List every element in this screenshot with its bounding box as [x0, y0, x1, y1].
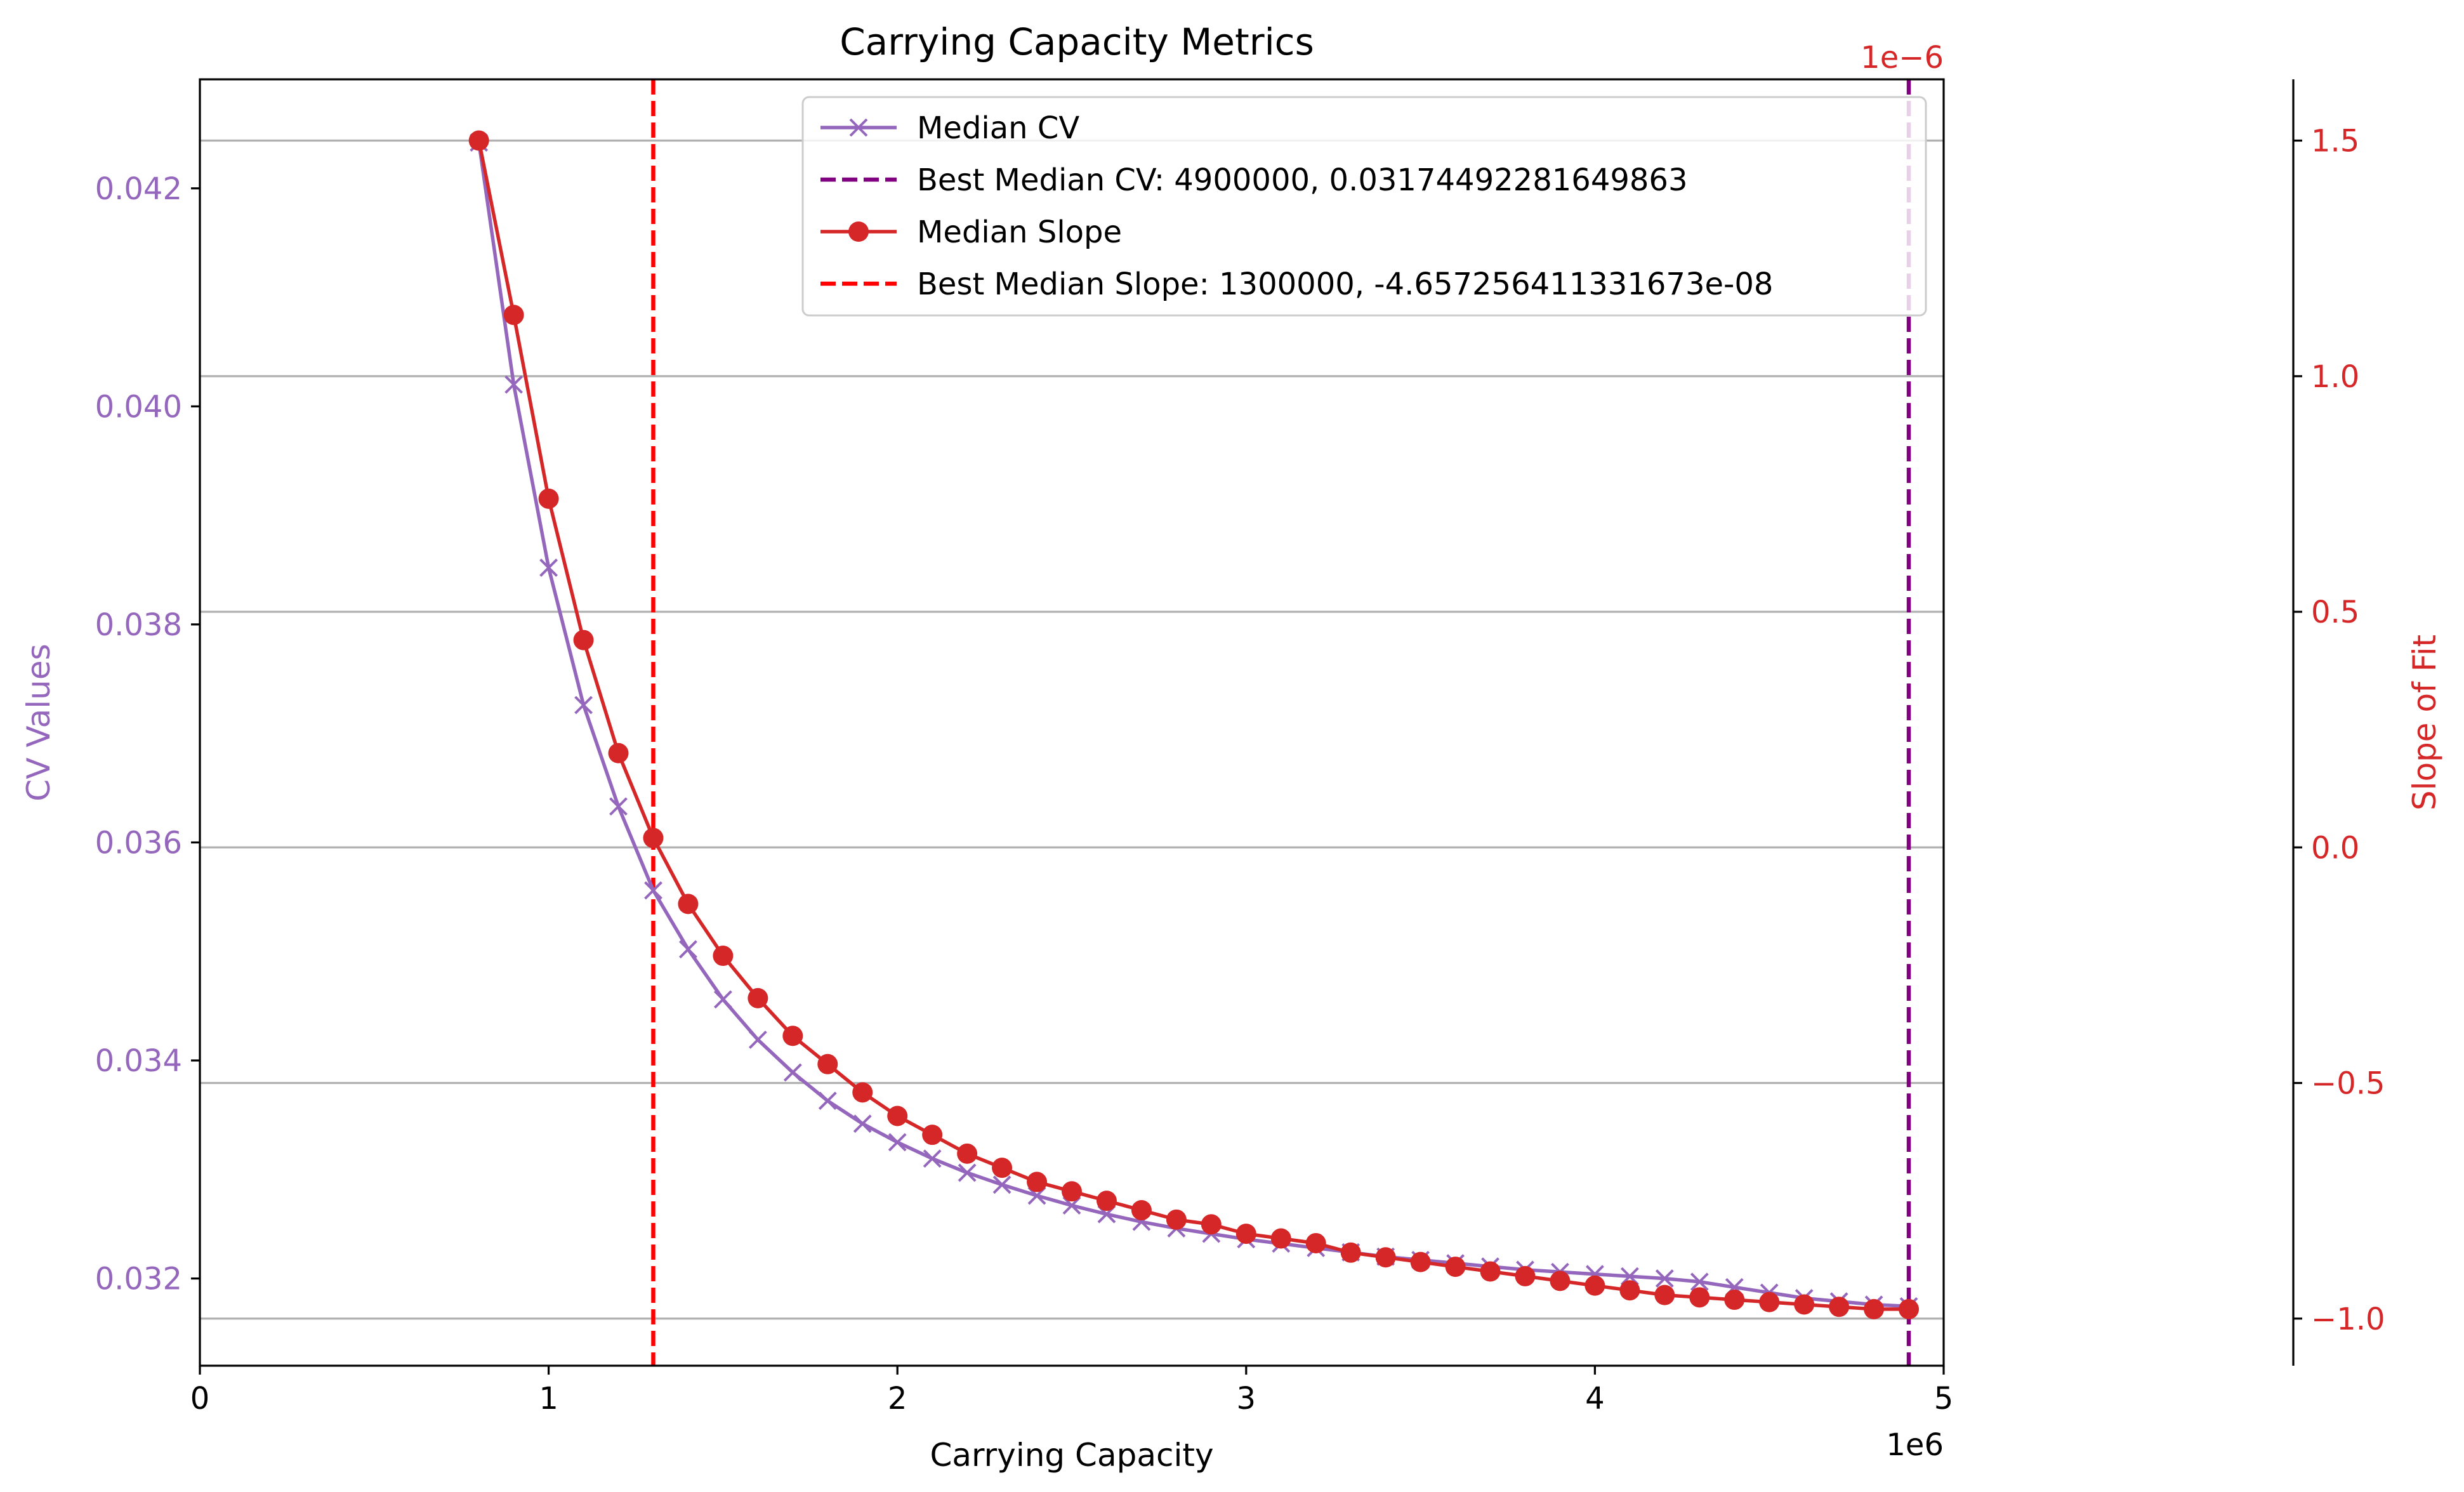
data-point — [1690, 1272, 1709, 1291]
legend-label: Best Median CV: 4900000, 0.0317449228164… — [917, 162, 1688, 198]
left-y-tick-label: 0.036 — [95, 825, 182, 861]
data-point — [1515, 1265, 1536, 1286]
data-point — [644, 881, 662, 900]
data-point — [1619, 1280, 1640, 1301]
data-point — [992, 1175, 1011, 1194]
data-point — [957, 1143, 978, 1164]
data-point — [782, 1026, 803, 1046]
data-point — [1864, 1298, 1885, 1319]
data-point — [853, 1114, 872, 1133]
legend-box — [801, 96, 1927, 317]
data-point — [1480, 1261, 1501, 1282]
left-y-tick-label: 0.040 — [95, 389, 182, 425]
data-point — [573, 630, 594, 650]
axes-layer: 0 1 2 3 4 5 Carrying Capacity 1e6 0.032 0.034 0.03… — [20, 40, 2443, 1474]
data-point — [852, 1082, 873, 1103]
left-y-tick-label: 0.032 — [95, 1262, 182, 1297]
data-point — [504, 375, 524, 394]
x-tick-label: 5 — [1934, 1381, 1954, 1416]
chart-title: Carrying Capacity Metrics — [840, 20, 1314, 63]
vline-layer — [651, 79, 1911, 1366]
data-point — [1375, 1247, 1396, 1268]
data-point — [1445, 1257, 1466, 1277]
data-point — [923, 1149, 942, 1168]
right-y-tick-label: 1.5 — [2311, 124, 2359, 159]
data-point — [1655, 1269, 1674, 1288]
data-point — [713, 946, 734, 967]
data-point — [503, 305, 524, 326]
legend-label: Best Median Slope: 1300000, -4.657256411… — [917, 267, 1773, 302]
series-layer — [468, 130, 1920, 1319]
data-point — [678, 894, 699, 914]
right-y-tick-label: −1.0 — [2311, 1302, 2385, 1337]
right-y-tick-label: 0.0 — [2311, 830, 2359, 866]
x-tick-label: 1 — [539, 1381, 558, 1416]
left-y-tick-label: 0.034 — [95, 1043, 182, 1079]
data-point — [1062, 1196, 1081, 1215]
left-y-tick-label: 0.038 — [95, 607, 182, 643]
data-point — [887, 1106, 908, 1126]
data-point — [1689, 1287, 1710, 1308]
data-point — [1270, 1228, 1291, 1249]
data-point — [888, 1133, 907, 1152]
data-point — [1410, 1251, 1431, 1272]
data-point — [713, 990, 732, 1009]
legend-label: Median Slope — [917, 215, 1122, 250]
data-point — [1584, 1275, 1605, 1296]
data-point — [992, 1158, 1013, 1178]
x-axis-label: Carrying Capacity — [930, 1437, 1213, 1474]
data-point — [538, 488, 559, 509]
data-point — [468, 130, 489, 151]
data-point — [748, 987, 768, 1008]
legend-label: Median CV — [917, 110, 1079, 146]
data-point — [1654, 1284, 1675, 1305]
data-point — [1340, 1242, 1361, 1263]
data-point — [748, 1030, 767, 1049]
x-tick-label: 4 — [1585, 1381, 1605, 1416]
data-point — [609, 797, 628, 816]
data-point — [958, 1163, 977, 1182]
right-y-tick-label: 1.0 — [2311, 359, 2359, 395]
data-point — [922, 1125, 943, 1145]
data-point — [1027, 1172, 1048, 1192]
plot-frame — [199, 78, 1945, 1367]
legend-marker — [849, 118, 868, 137]
data-point — [1166, 1209, 1187, 1230]
data-point — [1829, 1297, 1850, 1317]
x-tick-label: 2 — [888, 1381, 907, 1416]
data-point — [1062, 1181, 1082, 1202]
legend-marker — [848, 221, 869, 242]
data-point — [574, 696, 593, 715]
left-y-tick-label: 0.042 — [95, 171, 182, 207]
data-point — [1794, 1294, 1815, 1315]
x-tick-label: 0 — [190, 1381, 210, 1416]
right-y-tick-label: −0.5 — [2311, 1066, 2385, 1102]
data-point — [1899, 1298, 1920, 1319]
data-point — [783, 1063, 802, 1082]
right-y-tick-label: 0.5 — [2311, 595, 2359, 630]
x-offset-label: 1e6 — [1886, 1427, 1944, 1463]
data-point — [1201, 1214, 1222, 1235]
data-point — [539, 558, 558, 577]
data-point — [1724, 1290, 1745, 1310]
legend: Median CV Best Median CV: 4900000, 0.0317… — [801, 96, 1927, 317]
data-point — [608, 743, 629, 763]
data-point — [679, 940, 697, 959]
left-y-axis-label: CV Values — [20, 644, 57, 801]
data-point — [1759, 1291, 1780, 1312]
data-point — [817, 1053, 838, 1074]
series-line — [477, 142, 1909, 1309]
data-point — [818, 1092, 837, 1110]
x-tick-label: 3 — [1237, 1381, 1256, 1416]
data-point — [1235, 1224, 1256, 1244]
data-point — [1550, 1271, 1571, 1291]
data-point — [1096, 1191, 1117, 1211]
data-point — [1131, 1199, 1152, 1220]
data-point — [1305, 1232, 1326, 1253]
right-offset-label: 1e−6 — [1861, 40, 1944, 76]
right-y-axis-label: Slope of Fit — [2406, 635, 2443, 810]
data-point — [643, 828, 664, 848]
